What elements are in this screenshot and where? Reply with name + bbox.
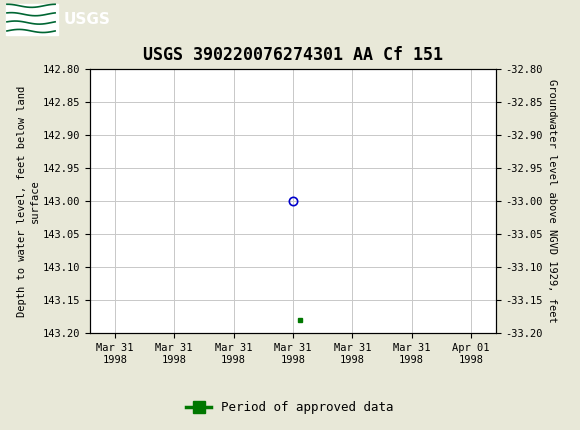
- FancyBboxPatch shape: [6, 4, 58, 35]
- Y-axis label: Groundwater level above NGVD 1929, feet: Groundwater level above NGVD 1929, feet: [548, 79, 557, 323]
- Text: USGS: USGS: [64, 12, 111, 27]
- Title: USGS 390220076274301 AA Cf 151: USGS 390220076274301 AA Cf 151: [143, 46, 443, 64]
- Y-axis label: Depth to water level, feet below land
surface: Depth to water level, feet below land su…: [17, 86, 40, 316]
- Legend: Period of approved data: Period of approved data: [181, 396, 399, 419]
